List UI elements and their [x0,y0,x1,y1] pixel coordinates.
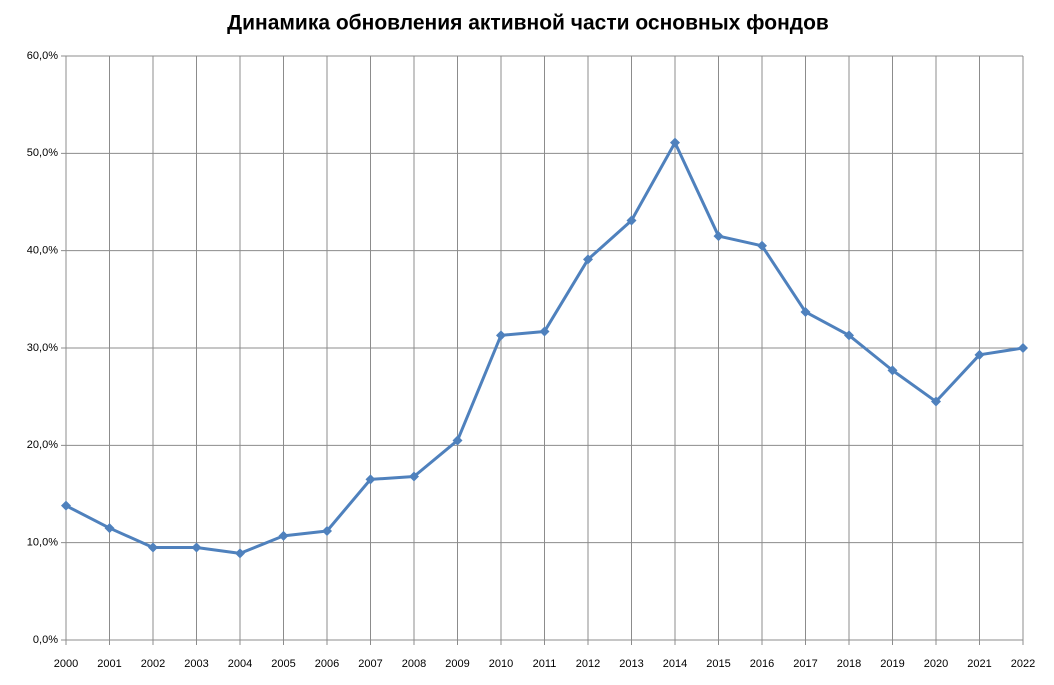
y-tick-label: 60,0% [27,50,58,62]
x-tick-label: 2021 [967,658,991,670]
x-tick-label: 2014 [663,658,687,670]
data-marker [1018,343,1028,353]
x-tick-label: 2000 [54,658,78,670]
chart-title: Динамика обновления активной части основ… [227,12,829,35]
x-tick-label: 2001 [97,658,121,670]
y-tick-label: 50,0% [27,147,58,159]
x-tick-label: 2012 [576,658,600,670]
data-marker [61,500,71,511]
data-marker [539,326,550,337]
data-marker [931,396,941,407]
x-tick-label: 2013 [619,658,643,670]
data-marker [713,231,724,242]
y-tick-label: 10,0% [27,537,58,549]
data-marker [191,542,202,553]
data-marker [148,542,158,553]
x-tick-label: 2020 [924,658,948,670]
y-tick-label: 30,0% [27,342,58,354]
data-marker [104,523,115,534]
x-tick-label: 2011 [533,658,557,670]
x-tick-label: 2003 [184,658,208,670]
x-tick-label: 2007 [358,658,382,670]
data-marker [409,471,419,482]
x-tick-label: 2022 [1011,658,1035,670]
data-marker [974,349,985,360]
data-marker [452,435,463,446]
data-marker [757,240,767,251]
y-tick-label: 0,0% [33,634,58,646]
data-marker [887,365,898,376]
data-marker [844,330,854,341]
x-tick-label: 2016 [750,658,774,670]
x-tick-label: 2008 [402,658,426,670]
x-tick-label: 2002 [141,658,165,670]
data-marker [583,254,593,265]
data-marker [365,474,376,485]
x-tick-label: 2015 [706,658,730,670]
x-tick-label: 2018 [837,658,861,670]
data-marker [626,215,637,226]
x-tick-label: 2017 [793,658,817,670]
x-tick-label: 2005 [271,658,295,670]
x-tick-label: 2010 [489,658,513,670]
x-tick-label: 2004 [228,658,252,670]
x-tick-label: 2019 [880,658,904,670]
data-marker [800,306,811,317]
x-tick-label: 2006 [315,658,339,670]
data-marker [278,530,289,541]
y-tick-label: 40,0% [27,245,58,257]
data-marker [670,137,680,148]
y-tick-label: 20,0% [27,439,58,451]
x-tick-label: 2009 [445,658,469,670]
data-marker [496,330,506,341]
data-marker [322,525,332,536]
data-marker [235,548,245,559]
